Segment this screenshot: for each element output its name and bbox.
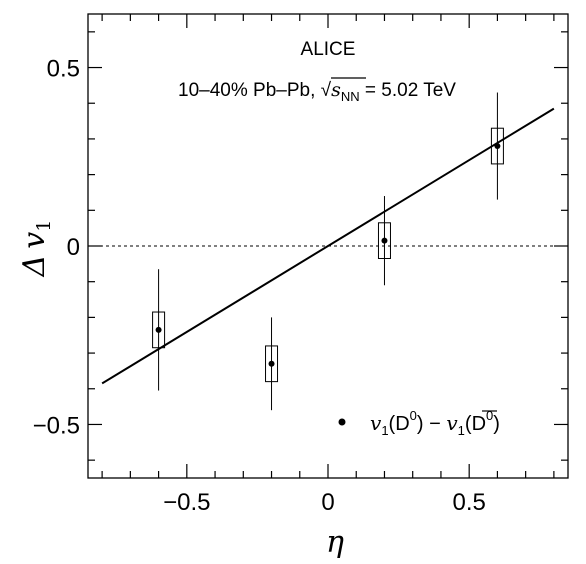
- experiment-label: ALICE: [301, 39, 356, 60]
- tick-labels: −0.5 0 0.5 −0.5 0 0.5: [33, 56, 486, 516]
- data-point: [268, 360, 275, 367]
- legend-marker: [338, 418, 346, 426]
- y-tick-label: 0.5: [47, 56, 80, 83]
- data-point: [155, 326, 162, 333]
- legend-label: v1(D0) − v1(D0): [370, 408, 500, 438]
- y-tick-label: −0.5: [33, 412, 80, 439]
- y-axis-title: Δv1: [17, 220, 55, 278]
- syst-error-box: [152, 311, 166, 349]
- data-points: [152, 92, 504, 411]
- y-tick-label: 0: [67, 234, 80, 261]
- tick-marks: [88, 14, 568, 478]
- system-energy-label: 10–40% Pb–Pb, √sNN = 5.02 TeV: [178, 79, 456, 104]
- syst-error-box: [377, 222, 391, 259]
- linear-fit-line: [101, 107, 555, 385]
- data-point: [381, 237, 388, 244]
- x-tick-label: 0.5: [452, 489, 485, 516]
- syst-error-box: [265, 345, 279, 383]
- data-point: [494, 143, 501, 150]
- syst-error-box: [490, 127, 504, 165]
- x-tick-label: −0.5: [163, 489, 210, 516]
- x-axis-title: η: [326, 525, 344, 560]
- x-tick-label: 0: [321, 489, 334, 516]
